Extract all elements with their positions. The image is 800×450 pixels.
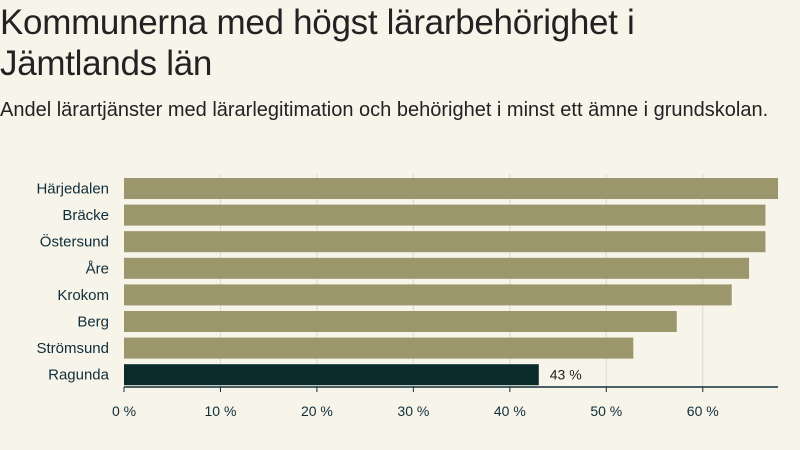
x-tick-label: 50 % (590, 403, 622, 419)
category-label: Berg (77, 314, 109, 331)
x-tick-label: 40 % (494, 403, 526, 419)
category-label: Östersund (40, 233, 109, 251)
x-tick-label: 20 % (301, 403, 333, 419)
x-tick-labels: 0 % 10 % 20 % 30 % 40 % 50 % 60 % (112, 387, 719, 419)
data-labels: 43 % (550, 367, 582, 383)
bars (124, 178, 778, 386)
bar-bräcke (124, 204, 766, 226)
bar-härjedalen (124, 178, 778, 199)
bar-berg (124, 311, 677, 332)
x-tick-label: 10 % (204, 403, 236, 419)
category-label: Bräcke (62, 207, 109, 224)
category-label: Härjedalen (36, 181, 109, 198)
bar-åre (124, 257, 750, 279)
category-label: Krokom (57, 287, 109, 304)
bar-krokom (124, 284, 732, 306)
chart-title: Kommunerna med högst lärarbehörighet i J… (0, 3, 635, 83)
data-label-ragunda: 43 % (550, 367, 582, 383)
category-label: Åre (86, 260, 109, 277)
category-labels: Härjedalen Bräcke Östersund Åre Krokom Berg St… (36, 181, 109, 384)
x-tick-label: 60 % (687, 403, 719, 419)
category-label: Strömsund (36, 340, 109, 357)
x-tick-label: 30 % (397, 403, 429, 419)
chart-subtitle: Andel lärartjänster med lärarlegitimatio… (0, 99, 769, 121)
category-label: Ragunda (48, 367, 110, 384)
bar-ragunda (124, 364, 539, 386)
x-tick-label: 0 % (112, 403, 136, 419)
bar-strömsund (124, 337, 634, 359)
bar-östersund (124, 231, 766, 253)
